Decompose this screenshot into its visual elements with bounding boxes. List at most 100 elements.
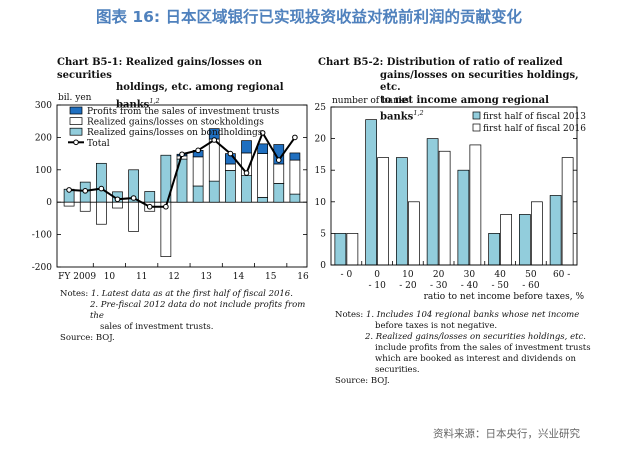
chart2-title-sup: 1,2 <box>413 109 424 117</box>
footer-source: 资料来源：日本央行，兴业研究 <box>433 428 580 440</box>
chart1-legend-label: Realized gains/losses on stockholdings <box>87 118 264 128</box>
chart1-xtick-label: 12 <box>168 272 179 282</box>
chart2-bar-fy2016 <box>469 144 482 266</box>
chart2-bar-fy2013 <box>519 214 531 266</box>
chart2-bar-fy2013 <box>549 195 562 266</box>
chart1-note-2b: sales of investment trusts. <box>100 322 214 332</box>
chart1-xtick-label: 15 <box>265 272 277 282</box>
chart1-legend-label: Realized gains/losses on bondholdings <box>87 128 263 138</box>
chart2-bar-fy2013 <box>426 138 439 266</box>
chart2-ytick-label: 0 <box>320 261 326 271</box>
chart1-total-point <box>146 203 153 210</box>
chart2-xtick-label-bottom: - 20 <box>399 281 417 291</box>
chart2-legend-label: first half of fiscal 2013 <box>483 112 586 122</box>
chart2-note-1b: before taxes is not negative. <box>375 321 498 331</box>
chart1-legend-swatch <box>69 117 83 125</box>
chart1-total-point <box>114 196 121 203</box>
chart1-xtick-label: 16 <box>297 272 309 282</box>
chart2-ytick-label: 25 <box>315 103 327 113</box>
chart2-note-2: 2. Realized gains/losses on securities h… <box>365 332 586 342</box>
chart1-frame <box>56 104 308 268</box>
chart2-title-line3: to net income among regional banks <box>380 94 549 123</box>
chart1-ylabel: bil. yen <box>58 93 92 103</box>
chart1-bar-stockholdings <box>160 201 172 257</box>
chart1-notes: Notes: 1. Latest data as at the first ha… <box>60 289 315 344</box>
chart1-total-point <box>292 134 298 141</box>
chart2-legend-label: first half of fiscal 2016 <box>483 124 586 134</box>
chart1-total-point <box>98 185 105 192</box>
chart2-legend-swatch <box>472 111 481 120</box>
chart2-notes-label: Notes: <box>335 310 364 320</box>
chart1-note-2: 2. Pre-fiscal 2012 data do not include p… <box>90 300 306 321</box>
chart1-title-line2: holdings, etc. among regional banks <box>116 82 284 110</box>
chart1-title-line1: Chart B5-1: Realized gains/losses on sec… <box>57 57 262 81</box>
chart2-bar-fy2016 <box>561 157 574 266</box>
chart1-title: Chart B5-1: Realized gains/losses on sec… <box>57 57 307 111</box>
chart2-xtick-label-top: 40 <box>494 270 506 280</box>
chart1-ytick-label: 0 <box>46 198 52 208</box>
chart2-note-2d: securities. <box>375 365 420 375</box>
chart2-note-2b: include profits from the sales of invest… <box>375 343 591 353</box>
chart1-xtick-label: FY 2009 <box>58 272 96 282</box>
chart2-xtick-label-bottom: - 10 <box>368 281 386 291</box>
chart2-xtick-label-top: - 0 <box>341 270 353 280</box>
chart1-total-point <box>130 195 137 201</box>
chart2-bar-fy2016 <box>346 233 359 266</box>
chart2-notes: Notes: 1. Includes 104 regional banks wh… <box>335 310 595 387</box>
chart1-total-point <box>211 137 218 143</box>
chart1-ytick-label: 200 <box>35 133 52 143</box>
chart1-bar-stockholdings <box>128 201 139 232</box>
chart2-bar-fy2016 <box>408 201 420 266</box>
chart2-ylabel: number of banks <box>332 96 409 106</box>
chart1-legend-label: Profits from the sales of investment tru… <box>87 107 280 117</box>
chart2-bar-fy2013 <box>457 169 470 266</box>
chart1-xtick-label: 11 <box>136 272 147 282</box>
chart2-bar-fy2013 <box>488 233 500 266</box>
chart2-bar-fy2013 <box>334 233 347 266</box>
chart1-title-sup: 1,2 <box>149 96 160 105</box>
chart2-xtick-label-top: 20 <box>433 270 445 280</box>
chart2-frame <box>330 106 578 266</box>
chart2-title-line2: gains/losses on securities holdings, etc… <box>380 69 579 94</box>
chart1-total-point <box>179 151 185 158</box>
chart2-ytick-label: 10 <box>315 198 327 208</box>
chart1-total-point <box>243 170 250 176</box>
chart1-legend-swatch <box>69 106 83 115</box>
chart2-xlabel: ratio to net income before taxes, % <box>424 292 585 302</box>
chart2-legend-swatch <box>472 123 481 132</box>
chart2-xtick-label-bottom: - 50 <box>491 281 509 291</box>
chart2-xtick-label-top: 60 - <box>553 270 570 280</box>
chart1-total-point <box>259 130 266 136</box>
chart1-ytick-label: -200 <box>32 263 52 273</box>
chart2-title: Chart B5-2: Distribution of ratio of rea… <box>318 57 588 124</box>
chart1-total-point <box>82 188 89 194</box>
chart1-ytick-label: 100 <box>35 166 52 176</box>
chart1-xtick-label: 14 <box>233 272 245 282</box>
chart1-bar-stockholdings <box>79 201 91 212</box>
chart1-xtick-label: 13 <box>200 272 212 282</box>
chart1-note-1: 1. Latest data as at the first half of f… <box>90 289 293 299</box>
chart2-bar-fy2016 <box>500 214 512 266</box>
chart2-bar-fy2016 <box>438 150 451 266</box>
chart2-xtick-label-bottom: - 60 <box>522 281 540 291</box>
chart1-legend-total-marker <box>73 139 79 146</box>
chart2-xtick-label-top: 10 <box>402 270 414 280</box>
chart1-legend-swatch <box>69 127 83 136</box>
chart2-note-1: 1. Includes 104 regional banks whose net… <box>365 310 580 320</box>
figure-title: 图表 16: 日本区域银行已实现投资收益对税前利润的贡献变化 <box>95 8 523 26</box>
chart1-total-point <box>163 203 169 210</box>
chart1-legend-label: Total <box>87 139 110 149</box>
chart1-bar-investment-trusts <box>289 152 301 161</box>
chart1-bar-stockholdings <box>96 201 107 225</box>
chart1-bar-investment-trusts <box>257 143 268 154</box>
chart2-xtick-label-top: 30 <box>464 270 476 280</box>
chart2-bar-fy2013 <box>396 157 408 266</box>
chart2-ytick-label: 20 <box>315 135 327 145</box>
chart2-xtick-label-bottom: - 40 <box>461 281 479 291</box>
chart1-ytick-label: 300 <box>35 101 52 111</box>
chart1-total-point <box>227 150 234 157</box>
chart2-xtick-label-top: 50 <box>525 270 537 280</box>
chart1-bar-stockholdings <box>112 201 123 209</box>
